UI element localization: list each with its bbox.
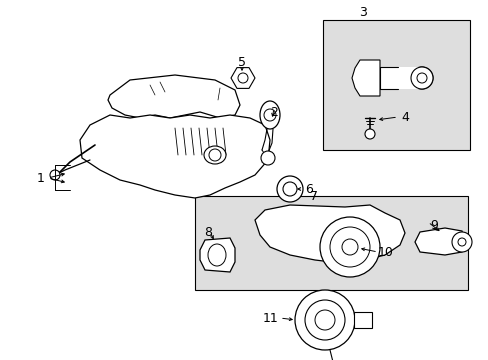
- Polygon shape: [80, 115, 269, 198]
- Circle shape: [319, 217, 379, 277]
- Ellipse shape: [207, 244, 225, 266]
- Ellipse shape: [203, 146, 225, 164]
- Text: 3: 3: [358, 5, 366, 18]
- Text: 2: 2: [269, 105, 277, 118]
- Text: 5: 5: [238, 55, 245, 68]
- Circle shape: [50, 170, 60, 180]
- Bar: [379, 67, 421, 89]
- Circle shape: [329, 227, 369, 267]
- Polygon shape: [414, 228, 464, 255]
- Text: 11: 11: [262, 311, 278, 324]
- Text: 6: 6: [305, 183, 312, 195]
- Circle shape: [314, 310, 334, 330]
- Bar: [195, 196, 467, 290]
- Text: 10: 10: [377, 246, 393, 258]
- Circle shape: [416, 73, 426, 83]
- Circle shape: [208, 149, 221, 161]
- Polygon shape: [230, 68, 254, 89]
- Circle shape: [276, 176, 303, 202]
- Circle shape: [457, 238, 465, 246]
- Polygon shape: [200, 238, 235, 272]
- Text: 8: 8: [203, 225, 212, 239]
- Circle shape: [294, 290, 354, 350]
- Circle shape: [410, 67, 432, 89]
- Polygon shape: [351, 60, 379, 96]
- Ellipse shape: [410, 67, 432, 89]
- Circle shape: [364, 129, 374, 139]
- Circle shape: [261, 151, 274, 165]
- Circle shape: [283, 182, 296, 196]
- Bar: [323, 20, 469, 150]
- Text: 1: 1: [37, 171, 45, 185]
- Text: 9: 9: [429, 219, 437, 231]
- Circle shape: [451, 232, 471, 252]
- Circle shape: [238, 73, 247, 83]
- Circle shape: [305, 300, 345, 340]
- Circle shape: [341, 239, 357, 255]
- Bar: [353, 312, 371, 328]
- Polygon shape: [254, 205, 404, 263]
- Circle shape: [264, 109, 275, 121]
- Text: 4: 4: [400, 111, 408, 123]
- Ellipse shape: [260, 101, 280, 129]
- Polygon shape: [108, 75, 240, 118]
- Text: 7: 7: [309, 189, 317, 202]
